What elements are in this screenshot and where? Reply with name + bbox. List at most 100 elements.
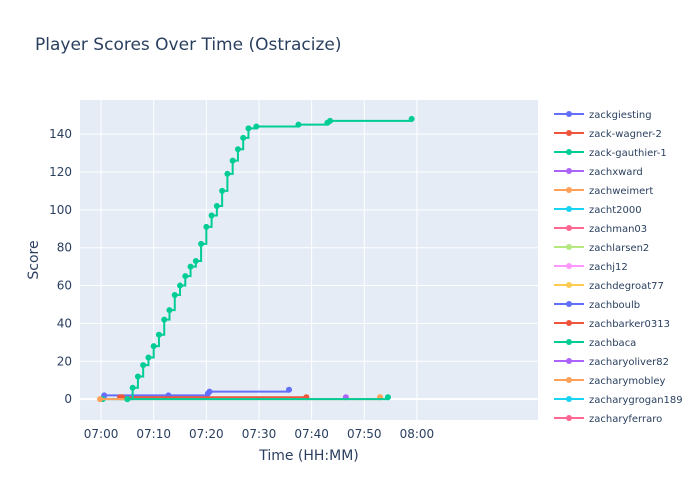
legend-item[interactable]: zacharyoliver82 — [554, 357, 669, 368]
legend-swatch-marker — [566, 415, 572, 421]
legend-item[interactable]: zack-gauthier-1 — [554, 148, 667, 159]
legend-item[interactable]: zachxward — [554, 167, 643, 178]
series-zachbaca — [124, 394, 391, 403]
legend-label: zachbarker0313 — [589, 319, 670, 330]
legend-swatch-marker — [566, 206, 572, 212]
data-point[interactable] — [171, 292, 178, 299]
data-point[interactable] — [161, 316, 168, 323]
data-point[interactable] — [408, 115, 415, 122]
data-point[interactable] — [384, 394, 391, 401]
legend-swatch-marker — [566, 263, 572, 269]
data-point[interactable] — [182, 273, 189, 280]
data-point[interactable] — [150, 343, 157, 350]
x-tick-label: 07:50 — [347, 427, 382, 441]
data-point[interactable] — [166, 307, 173, 314]
y-tick-label: 100 — [49, 203, 72, 217]
legend-item[interactable]: zacharymobley — [554, 376, 666, 387]
x-tick-labels: 07:00 07:10 07:20 07:30 07:40 07:50 08:00 — [84, 427, 434, 441]
data-point[interactable] — [203, 223, 210, 230]
data-point[interactable] — [240, 134, 247, 141]
x-tick-label: 08:00 — [400, 427, 435, 441]
legend-item[interactable]: zachman03 — [554, 224, 647, 235]
legend-item[interactable]: zacharyferraro — [554, 414, 662, 425]
data-point[interactable] — [234, 146, 241, 153]
data-point[interactable] — [129, 384, 136, 391]
legend-swatch-marker — [566, 282, 572, 288]
y-tick-label: 20 — [57, 354, 72, 368]
data-point[interactable] — [219, 187, 226, 194]
legend-item[interactable]: zachweimert — [554, 186, 653, 197]
legend-label: zachbaca — [589, 338, 636, 349]
legend-label: zack-wagner-2 — [589, 129, 662, 140]
data-point[interactable] — [187, 263, 194, 270]
data-point[interactable] — [224, 170, 231, 177]
legend-label: zacharyferraro — [589, 414, 662, 425]
data-point[interactable] — [155, 331, 162, 338]
legend-item[interactable]: zackgiesting — [554, 110, 652, 121]
legend-swatch-marker — [566, 377, 572, 383]
data-point[interactable] — [124, 396, 131, 403]
legend-swatch-marker — [566, 130, 572, 136]
legend-item[interactable]: zachbarker0313 — [554, 319, 670, 330]
legend-label: zachman03 — [589, 224, 647, 235]
legend-item[interactable]: zacharygrogan189 — [554, 395, 683, 406]
data-point[interactable] — [206, 388, 213, 395]
legend-item[interactable]: zachboulb — [554, 300, 640, 311]
legend[interactable]: zackgiesting zack-wagner-2 zack-gauthier-1… — [554, 110, 683, 425]
data-point[interactable] — [213, 203, 220, 210]
plot-area[interactable] — [80, 100, 538, 420]
legend-label: zacharyoliver82 — [589, 357, 669, 368]
legend-item[interactable]: zacht2000 — [554, 205, 642, 216]
data-point[interactable] — [134, 373, 141, 380]
data-point[interactable] — [229, 157, 236, 164]
legend-item[interactable]: zachbaca — [554, 338, 636, 349]
data-point[interactable] — [253, 123, 260, 130]
data-point[interactable] — [145, 354, 152, 361]
x-tick-label: 07:40 — [294, 427, 329, 441]
legend-item[interactable]: zack-wagner-2 — [554, 129, 662, 140]
x-tick-label: 07:20 — [189, 427, 224, 441]
data-point[interactable] — [192, 257, 199, 264]
data-point[interactable] — [327, 117, 334, 124]
legend-label: zachlarsen2 — [589, 243, 649, 254]
legend-swatch-marker — [566, 168, 572, 174]
legend-label: zack-gauthier-1 — [589, 148, 667, 159]
legend-swatch-marker — [566, 301, 572, 307]
y-tick-label: 80 — [57, 241, 72, 255]
data-point[interactable] — [97, 396, 104, 403]
series-layer — [97, 115, 415, 403]
y-tick-label: 140 — [49, 127, 72, 141]
legend-item[interactable]: zachdegroat77 — [554, 281, 664, 292]
x-tick-label: 07:00 — [84, 427, 119, 441]
data-point[interactable] — [177, 282, 184, 289]
legend-label: zackgiesting — [589, 110, 652, 121]
legend-label: zachdegroat77 — [589, 281, 664, 292]
legend-item[interactable]: zachj12 — [554, 262, 628, 273]
legend-label: zacht2000 — [589, 205, 642, 216]
data-point[interactable] — [208, 212, 215, 219]
y-axis-title: Score — [26, 240, 42, 279]
legend-label: zacharygrogan189 — [589, 395, 683, 406]
data-point[interactable] — [140, 362, 147, 369]
data-point[interactable] — [198, 240, 205, 247]
data-point[interactable] — [295, 121, 302, 128]
data-point[interactable] — [285, 386, 292, 393]
legend-swatch-marker — [566, 358, 572, 364]
legend-item[interactable]: zachlarsen2 — [554, 243, 649, 254]
legend-swatch-marker — [566, 339, 572, 345]
y-tick-label: 40 — [57, 316, 72, 330]
legend-swatch-marker — [566, 111, 572, 117]
gridlines — [80, 100, 538, 420]
x-tick-label: 07:10 — [136, 427, 171, 441]
data-point[interactable] — [245, 125, 252, 132]
legend-label: zachj12 — [589, 262, 628, 273]
legend-swatch-marker — [566, 244, 572, 250]
legend-swatch-marker — [566, 225, 572, 231]
y-tick-label: 120 — [49, 165, 72, 179]
legend-swatch-marker — [566, 396, 572, 402]
chart-title: Player Scores Over Time (Ostracize) — [35, 35, 342, 55]
legend-label: zachboulb — [589, 300, 640, 311]
x-axis-title: Time (HH:MM) — [258, 448, 359, 464]
legend-swatch-marker — [566, 149, 572, 155]
y-tick-label: 60 — [57, 279, 72, 293]
